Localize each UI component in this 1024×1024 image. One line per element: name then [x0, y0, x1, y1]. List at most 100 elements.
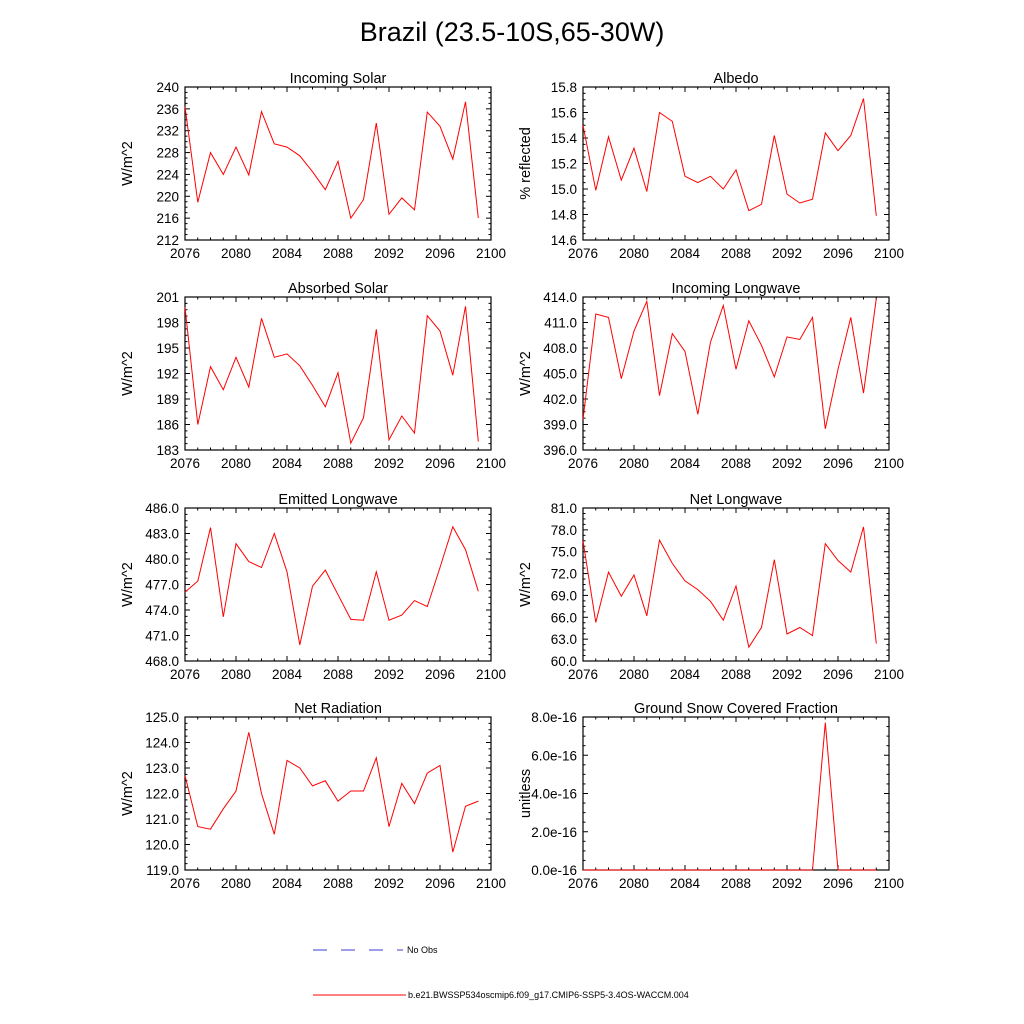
y-tick-label: 201 [156, 290, 179, 305]
x-tick-label: 2088 [721, 246, 751, 261]
x-tick-label: 2076 [170, 876, 200, 891]
panel-title: Absorbed Solar [288, 281, 388, 297]
x-tick-label: 2096 [823, 246, 853, 261]
y-tick-label: 15.4 [551, 131, 578, 146]
x-tick-label: 2092 [772, 246, 802, 261]
x-tick-label: 2080 [619, 246, 649, 261]
x-tick-label: 2080 [619, 667, 649, 682]
y-tick-label: 483.0 [145, 527, 179, 542]
series-line-model [184, 732, 479, 853]
x-tick-label: 2084 [272, 667, 303, 682]
x-tick-label: 2080 [619, 876, 649, 891]
x-tick-label: 2100 [476, 876, 506, 891]
x-tick-label: 2088 [323, 667, 353, 682]
x-tick-label: 2084 [272, 456, 303, 471]
y-tick-label: 14.6 [551, 233, 577, 248]
panel-absorbed-solar: 2076 2080 2084 2088 2092 2096 2100 183 186 189 192… [120, 281, 506, 471]
plot-frame [582, 86, 890, 241]
y-axis-label: W/m^2 [518, 351, 534, 396]
x-tick-label: 2092 [772, 876, 802, 891]
series-line-model [582, 526, 877, 649]
x-tick-label: 2076 [568, 876, 598, 891]
panel-title: Emitted Longwave [278, 492, 397, 508]
y-tick-label: 212 [156, 233, 179, 248]
x-tick-label: 2096 [823, 876, 853, 891]
x-tick-label: 2076 [170, 667, 200, 682]
x-tick-label: 2092 [374, 876, 404, 891]
y-tick-label: 474.0 [145, 603, 179, 618]
y-tick-label: 78.0 [551, 523, 577, 538]
y-tick-label: 198 [156, 316, 179, 331]
plot-frame [582, 716, 890, 871]
panel-albedo: 2076 2080 2084 2088 2092 2096 2100 14.6 14.8 15.0… [518, 71, 904, 261]
panel-incoming-longwave: 2076 2080 2084 2088 2092 2096 2100 396.0 399.0 40… [518, 281, 904, 471]
x-tick-label: 2084 [670, 246, 701, 261]
series-line-model [582, 298, 877, 429]
y-tick-label: 63.0 [551, 632, 577, 647]
y-tick-label: 8.0e-16 [531, 710, 577, 725]
y-tick-label: 69.0 [551, 588, 577, 603]
x-tick-label: 2088 [721, 667, 751, 682]
x-tick-label: 2092 [374, 667, 404, 682]
y-tick-label: 123.0 [145, 761, 179, 776]
y-tick-label: 75.0 [551, 545, 577, 560]
y-tick-label: 122.0 [145, 787, 179, 802]
x-tick-label: 2092 [374, 246, 404, 261]
y-axis-label: unitless [518, 769, 534, 818]
plot-frame [184, 507, 492, 662]
y-tick-label: 486.0 [145, 501, 179, 516]
x-tick-label: 2080 [221, 246, 251, 261]
figure-title: Brazil (23.5-10S,65-30W) [360, 17, 665, 47]
panel-net-longwave: 2076 2080 2084 2088 2092 2096 2100 60.0 63.0 66.0… [518, 492, 904, 682]
y-tick-label: 189 [156, 392, 179, 407]
x-tick-label: 2084 [670, 667, 701, 682]
x-tick-label: 2100 [874, 456, 904, 471]
x-tick-label: 2096 [425, 667, 455, 682]
y-tick-label: 216 [156, 211, 179, 226]
y-tick-label: 66.0 [551, 610, 577, 625]
x-tick-label: 2100 [874, 667, 904, 682]
y-tick-label: 414.0 [543, 290, 577, 305]
y-tick-label: 411.0 [544, 316, 577, 331]
x-tick-label: 2076 [568, 246, 598, 261]
y-tick-label: 399.0 [543, 418, 577, 433]
plot-frame [582, 296, 890, 451]
x-tick-label: 2100 [476, 246, 506, 261]
y-tick-label: 0.0e-16 [531, 863, 577, 878]
y-axis-label: W/m^2 [120, 771, 136, 816]
y-tick-label: 14.8 [551, 208, 577, 223]
x-tick-label: 2076 [170, 246, 200, 261]
x-tick-label: 2076 [170, 456, 200, 471]
x-tick-label: 2088 [323, 876, 353, 891]
x-tick-label: 2088 [323, 246, 353, 261]
y-tick-label: 228 [156, 146, 179, 161]
y-axis-label: W/m^2 [120, 141, 136, 186]
x-tick-label: 2080 [221, 667, 251, 682]
x-tick-label: 2080 [619, 456, 649, 471]
y-tick-label: 119.0 [146, 863, 179, 878]
y-tick-label: 477.0 [145, 578, 179, 593]
y-tick-label: 15.6 [551, 106, 577, 121]
y-axis-label: W/m^2 [518, 562, 534, 607]
x-tick-label: 2084 [272, 246, 303, 261]
x-tick-label: 2092 [374, 456, 404, 471]
y-tick-label: 120.0 [145, 838, 179, 853]
panel-title: Ground Snow Covered Fraction [634, 701, 838, 717]
series-line-model [583, 722, 877, 871]
series-line-model [184, 525, 479, 646]
y-tick-label: 405.0 [543, 367, 577, 382]
panel-net-radiation: 2076 2080 2084 2088 2092 2096 2100 119.0 120.0 12… [120, 701, 506, 891]
x-tick-label: 2100 [476, 456, 506, 471]
y-tick-label: 192 [156, 367, 179, 382]
x-tick-label: 2088 [721, 876, 751, 891]
y-tick-label: 240 [156, 80, 179, 95]
x-tick-label: 2092 [772, 456, 802, 471]
panel-incoming-solar: 2076 2080 2084 2088 2092 2096 2100 212 216 220 224… [120, 71, 506, 261]
y-tick-label: 232 [156, 124, 179, 139]
x-tick-label: 2076 [568, 667, 598, 682]
plot-frame [184, 716, 492, 871]
panel-emitted-longwave: 2076 2080 2084 2088 2092 2096 2100 468.0 471.0 47… [120, 492, 506, 682]
y-tick-label: 72.0 [551, 567, 577, 582]
legend: No Obs b.e21.BWSSP534oscmip6.f09_g17.CMI… [313, 945, 689, 1000]
